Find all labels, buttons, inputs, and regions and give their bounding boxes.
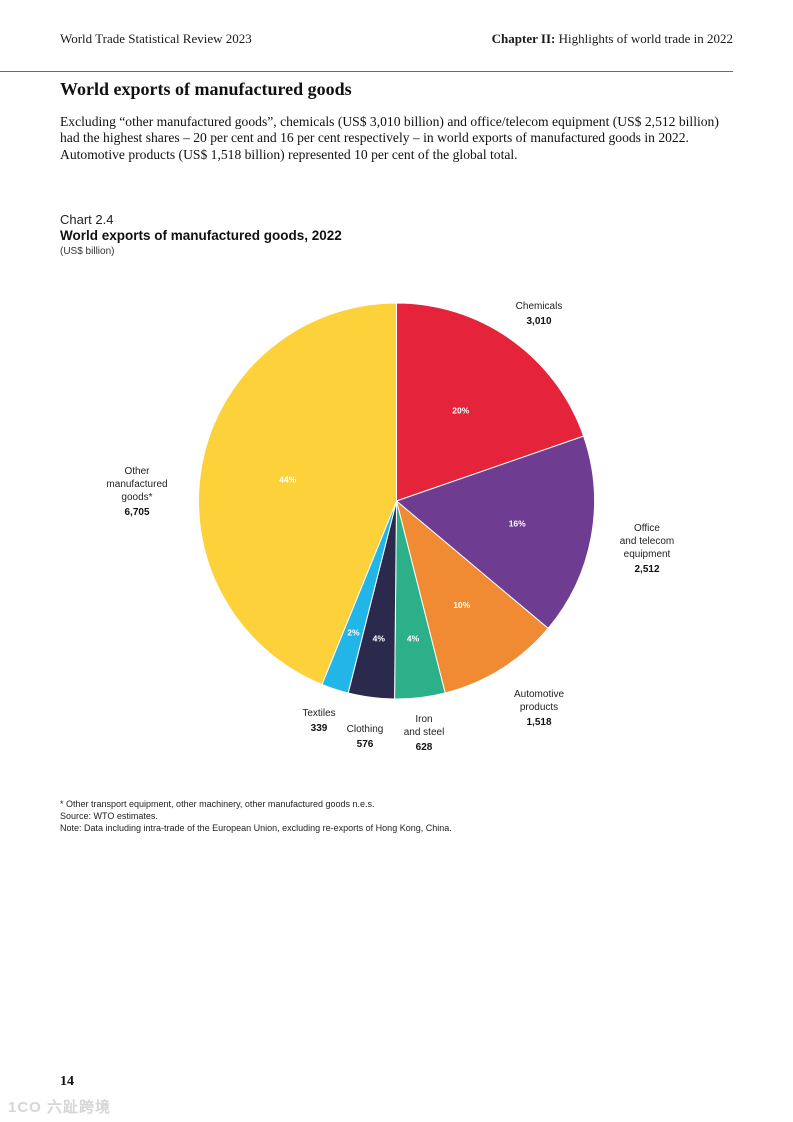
pie-slice-2 [395, 499, 549, 694]
slice-category-label-4: Clothing 576 [347, 724, 384, 750]
slice-category-label-2: Automotive products 1,518 [514, 689, 564, 728]
section-title: World exports of manufactured goods [60, 79, 352, 99]
chart-footnote: * Other transport equipment, other machi… [60, 799, 375, 809]
slice-value-label-1: 2,512 [634, 564, 659, 575]
slice-label-line: and telecom [620, 536, 674, 547]
slice-label-line: Automotive [514, 689, 564, 700]
chart-number: Chart 2.4 [60, 212, 114, 227]
slice-category-label-0: Chemicals 3,010 [516, 301, 563, 327]
slice-label-line: Iron [415, 714, 432, 725]
running-header-title: World Trade Statistical Review 2023 [60, 31, 252, 46]
slice-category-label-6: Other manufactured goods* 6,705 [106, 466, 167, 518]
chart-notes: * Other transport equipment, other machi… [60, 798, 452, 834]
slice-label-line: Clothing [347, 724, 384, 735]
slice-label-line: Other [124, 466, 150, 477]
slice-value-label-5: 339 [311, 723, 328, 734]
slice-label-line: Chemicals [516, 301, 563, 312]
pie-slice-1 [395, 435, 595, 630]
slice-percent-label-2: 10% [453, 600, 470, 610]
slice-category-label-5: Textiles 339 [302, 708, 335, 734]
slice-percent-label-1: 16% [509, 518, 526, 528]
chart-unit: (US$ billion) [60, 246, 115, 257]
slice-category-label-1: Office and telecom equipment 2,512 [620, 523, 674, 575]
slice-label-line: and steel [404, 727, 445, 738]
slice-value-label-0: 3,010 [526, 316, 551, 327]
pie-slice-0 [396, 302, 585, 502]
slice-label-line: products [520, 702, 558, 713]
pie-slice-6 [198, 302, 397, 686]
slice-label-line: equipment [624, 549, 671, 560]
slice-percent-label-4: 4% [373, 634, 386, 644]
running-header-chapter: Chapter II: Highlights of world trade in… [492, 31, 733, 47]
chapter-label: Chapter II: [491, 31, 556, 46]
slice-label-line: manufactured [106, 479, 167, 490]
chart-title: World exports of manufactured goods, 202… [60, 228, 342, 243]
slice-value-label-4: 576 [357, 739, 374, 750]
slice-value-label-6: 6,705 [124, 507, 149, 518]
slice-percent-label-3: 4% [407, 634, 420, 644]
chapter-title: Highlights of world trade in 2022 [555, 31, 733, 46]
header-divider [0, 71, 733, 72]
page-number: 14 [60, 1074, 74, 1089]
slice-value-label-3: 628 [416, 742, 433, 753]
slice-label-line: Office [634, 523, 660, 534]
slice-label-line: Textiles [302, 708, 335, 719]
slice-percent-label-5: 2% [347, 628, 360, 638]
slice-category-label-3: Iron and steel 628 [404, 714, 445, 753]
slice-label-line: goods* [121, 492, 152, 503]
slice-percent-label-0: 20% [452, 406, 469, 416]
pie-chart: 20% Chemicals 3,010 16% Office and telecom equ… [106, 301, 674, 753]
slice-value-label-2: 1,518 [526, 717, 551, 728]
intro-paragraph: Excluding “other manufactured goods”, ch… [60, 114, 719, 162]
chart-note: Note: Data including intra-trade of the … [60, 823, 452, 833]
watermark-logo: 1CO 六趾跨境 [8, 1099, 112, 1116]
slice-percent-label-6: 44% [279, 475, 296, 485]
chart-source: Source: WTO estimates. [60, 811, 158, 821]
